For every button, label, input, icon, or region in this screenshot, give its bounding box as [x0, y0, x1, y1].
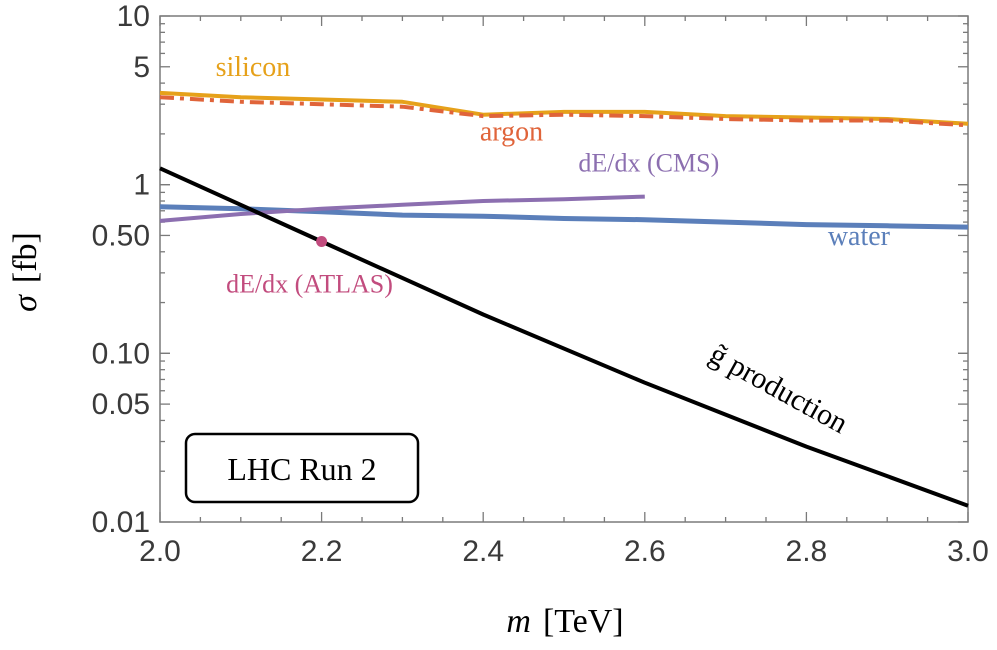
label-water: water	[828, 221, 891, 252]
y-tick-label: 0.10	[92, 337, 150, 370]
x-tick-label: 2.4	[462, 535, 504, 568]
series-lines	[159, 90, 969, 508]
y-axis-var: σ	[7, 294, 44, 312]
y-tick-label: 1	[133, 169, 150, 202]
y-tick-label: 0.05	[92, 388, 150, 421]
label-silicon: silicon	[216, 52, 291, 83]
label-de-dx-cms: dE/dx (CMS)	[578, 148, 719, 177]
series-line-de-dx-cms	[159, 194, 645, 223]
x-tick-label: 3.0	[947, 535, 989, 568]
x-tick-label: 2.8	[786, 535, 828, 568]
run-label-text: LHC Run 2	[227, 451, 376, 487]
x-tick-label: 2.2	[301, 535, 343, 568]
label-g-production: g̃ production	[704, 337, 853, 440]
series-line-g-production	[159, 166, 969, 508]
series-line-silicon	[159, 90, 969, 126]
y-axis-unit: [fb]	[7, 232, 44, 283]
data-points	[316, 236, 328, 248]
y-tick-label: 10	[117, 0, 150, 33]
axis-ticks: 2.0 2.2 2.4 2.6 2.8 3.0 10 5 1 0.50 0.10 0.05 0.01	[92, 0, 989, 568]
y-tick-label: 0.50	[92, 219, 150, 252]
point-atlas	[316, 236, 328, 248]
label-argon: argon	[480, 116, 543, 147]
x-axis-label: m [TeV]	[506, 603, 623, 640]
x-axis-unit: [TeV]	[543, 603, 624, 640]
run-label-box: LHC Run 2	[184, 432, 420, 504]
x-tick-label: 2.6	[624, 535, 666, 568]
x-axis-var: m	[506, 603, 531, 640]
y-axis-label: σ [fb]	[7, 232, 44, 312]
label-de-dx-atlas: dE/dx (ATLAS)	[226, 269, 393, 298]
y-tick-label: 5	[133, 51, 150, 84]
y-tick-label: 0.01	[92, 506, 150, 539]
x-tick-label: 2.0	[139, 535, 181, 568]
